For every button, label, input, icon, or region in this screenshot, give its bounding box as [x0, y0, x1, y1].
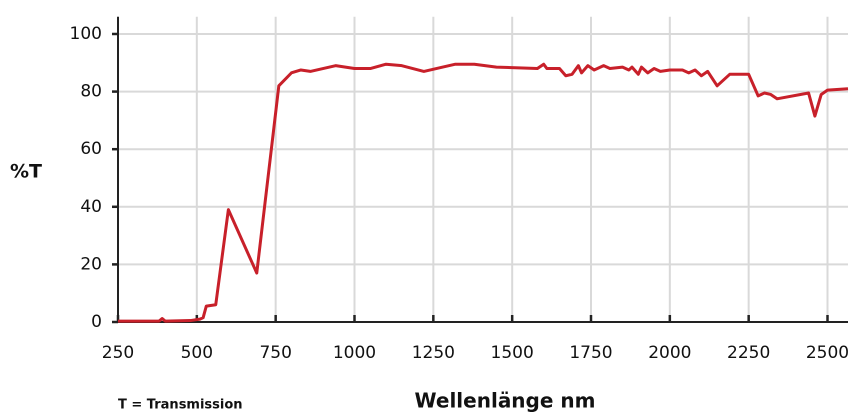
x-tick-label: 1000 [333, 343, 376, 363]
x-tick-label: 2250 [727, 343, 770, 363]
x-tick-label: 2500 [806, 343, 849, 363]
y-tick-label: 60 [80, 139, 102, 159]
y-axis-label: %T [10, 161, 42, 183]
x-tick-label: 1750 [569, 343, 612, 363]
x-tick-label: 1250 [412, 343, 455, 363]
note: T = Transmission [118, 398, 243, 413]
x-axis-label: Wellenlänge nm [415, 389, 596, 413]
y-tick-label: 100 [70, 24, 102, 44]
x-tick-label: 250 [102, 343, 134, 363]
y-tick-label: 40 [80, 197, 102, 217]
y-tick-label: 0 [91, 312, 102, 332]
x-tick-label: 750 [259, 343, 291, 363]
y-tick-label: 80 [80, 82, 102, 102]
x-tick-label: 2000 [648, 343, 691, 363]
data-line [118, 62, 849, 323]
x-tick-label: 1500 [491, 343, 534, 363]
x-tick-label: 500 [181, 343, 213, 363]
y-tick-label: 20 [80, 254, 102, 274]
